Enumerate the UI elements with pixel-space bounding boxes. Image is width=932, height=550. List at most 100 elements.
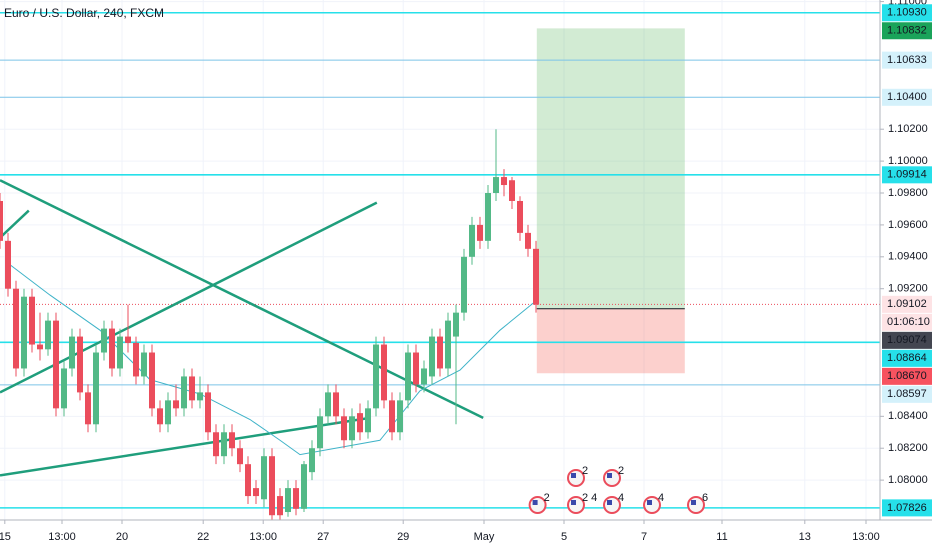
candle-body: [101, 328, 107, 353]
candle-body: [181, 376, 187, 409]
candle-body: [445, 320, 451, 369]
candle-body: [13, 288, 19, 369]
y-tick-label: 1.09400: [888, 251, 928, 263]
x-tick-label: 15: [0, 531, 11, 543]
candle-body: [301, 464, 307, 509]
candle-body: [517, 200, 523, 233]
event-flag: [647, 500, 652, 505]
x-tick-label: 13:00: [249, 531, 277, 543]
x-tick-label: 11: [716, 531, 727, 543]
y-tick-label: 1.09200: [888, 283, 928, 295]
time-axis-panel: [0, 520, 932, 550]
price-label: 1.09102: [887, 298, 927, 310]
countdown-label-box: [882, 313, 932, 331]
candle-body: [213, 432, 219, 457]
y-tick-label: 1.10000: [888, 155, 928, 167]
event-flag: [571, 473, 576, 478]
candle-body: [85, 392, 91, 425]
candle-body: [461, 256, 467, 313]
candle-body: [53, 320, 59, 409]
candle-body: [125, 336, 131, 343]
candle-body: [485, 193, 491, 241]
candle-body: [133, 342, 139, 377]
event-flag: [607, 500, 612, 505]
candle-body: [149, 352, 155, 409]
candle-body: [381, 344, 387, 401]
candle-body: [141, 352, 147, 377]
candle-body: [413, 352, 419, 385]
position-target-zone: [536, 28, 685, 309]
candle-body: [0, 200, 3, 241]
price-label-box: [882, 88, 932, 106]
plot-area: 2 2 4 2 4 2 4 6: [0, 0, 880, 520]
event-count: 4: [658, 492, 664, 504]
candle-body: [397, 400, 403, 433]
price-label: 1.07826: [887, 502, 927, 514]
candle-body: [509, 180, 515, 201]
candle-body: [21, 296, 27, 369]
price-label: 1.08864: [887, 352, 927, 364]
candle-body: [109, 328, 115, 369]
candle-body: [69, 336, 75, 369]
candle-body: [253, 488, 259, 497]
price-label-box: [882, 367, 932, 385]
candle-body: [309, 448, 315, 473]
x-tick-label: May: [474, 531, 495, 543]
price-label-box: [882, 385, 932, 403]
candle-body: [341, 416, 347, 441]
candle-body: [261, 456, 267, 500]
event-flag: [691, 500, 696, 505]
position-stop-zone: [536, 308, 685, 374]
candle-body: [389, 400, 395, 433]
price-label-box: [882, 295, 932, 313]
candle-body: [325, 392, 331, 417]
y-tick-label: 1.08000: [888, 474, 928, 486]
price-label-box: [882, 22, 932, 40]
candle-body: [77, 336, 83, 393]
x-tick-label: 29: [397, 531, 409, 543]
event-count: 2 4: [582, 492, 597, 504]
trendline: [0, 179, 484, 420]
countdown-label: 01:06:10: [887, 316, 930, 328]
candle-body: [37, 344, 43, 350]
event-count: 2: [618, 465, 624, 477]
chart-title: Euro / U.S. Dollar, 240, FXCM: [4, 6, 164, 20]
y-tick-label: 1.11000: [888, 0, 927, 8]
candle-body: [357, 413, 363, 433]
price-label-box: [882, 499, 932, 517]
candle-body: [237, 448, 243, 465]
y-tick-label: 1.09800: [888, 187, 928, 199]
candle-body: [165, 400, 171, 425]
candle-body: [197, 392, 203, 401]
candle-body: [365, 408, 371, 433]
candle-body: [405, 352, 411, 401]
x-tick-label: 5: [561, 531, 567, 543]
price-label: 1.10930: [887, 7, 927, 19]
candle-body: [533, 248, 539, 305]
candle-body: [349, 416, 355, 441]
trendline: [0, 209, 30, 239]
price-label: 1.10400: [887, 91, 927, 103]
event-flag: [607, 473, 612, 478]
candle-body: [501, 177, 507, 186]
price-label: 1.09074: [887, 334, 927, 346]
candle-body: [493, 177, 499, 194]
event-count: 2: [544, 492, 550, 504]
price-label: 1.09914: [887, 169, 927, 181]
candle-body: [157, 408, 163, 425]
candle-body: [173, 400, 179, 409]
event-count: 4: [618, 492, 624, 504]
price-axis-panel: [880, 0, 932, 550]
candle-body: [317, 416, 323, 449]
candle-body: [285, 488, 291, 513]
candle-body: [189, 376, 195, 401]
candle-body: [61, 368, 67, 409]
price-label: 1.10832: [887, 25, 927, 37]
x-tick-label: 13:00: [48, 531, 76, 543]
price-label-box: [882, 166, 932, 184]
x-tick-label: 20: [116, 531, 128, 543]
price-label: 1.08597: [887, 388, 927, 400]
x-tick-label: 22: [197, 531, 209, 543]
